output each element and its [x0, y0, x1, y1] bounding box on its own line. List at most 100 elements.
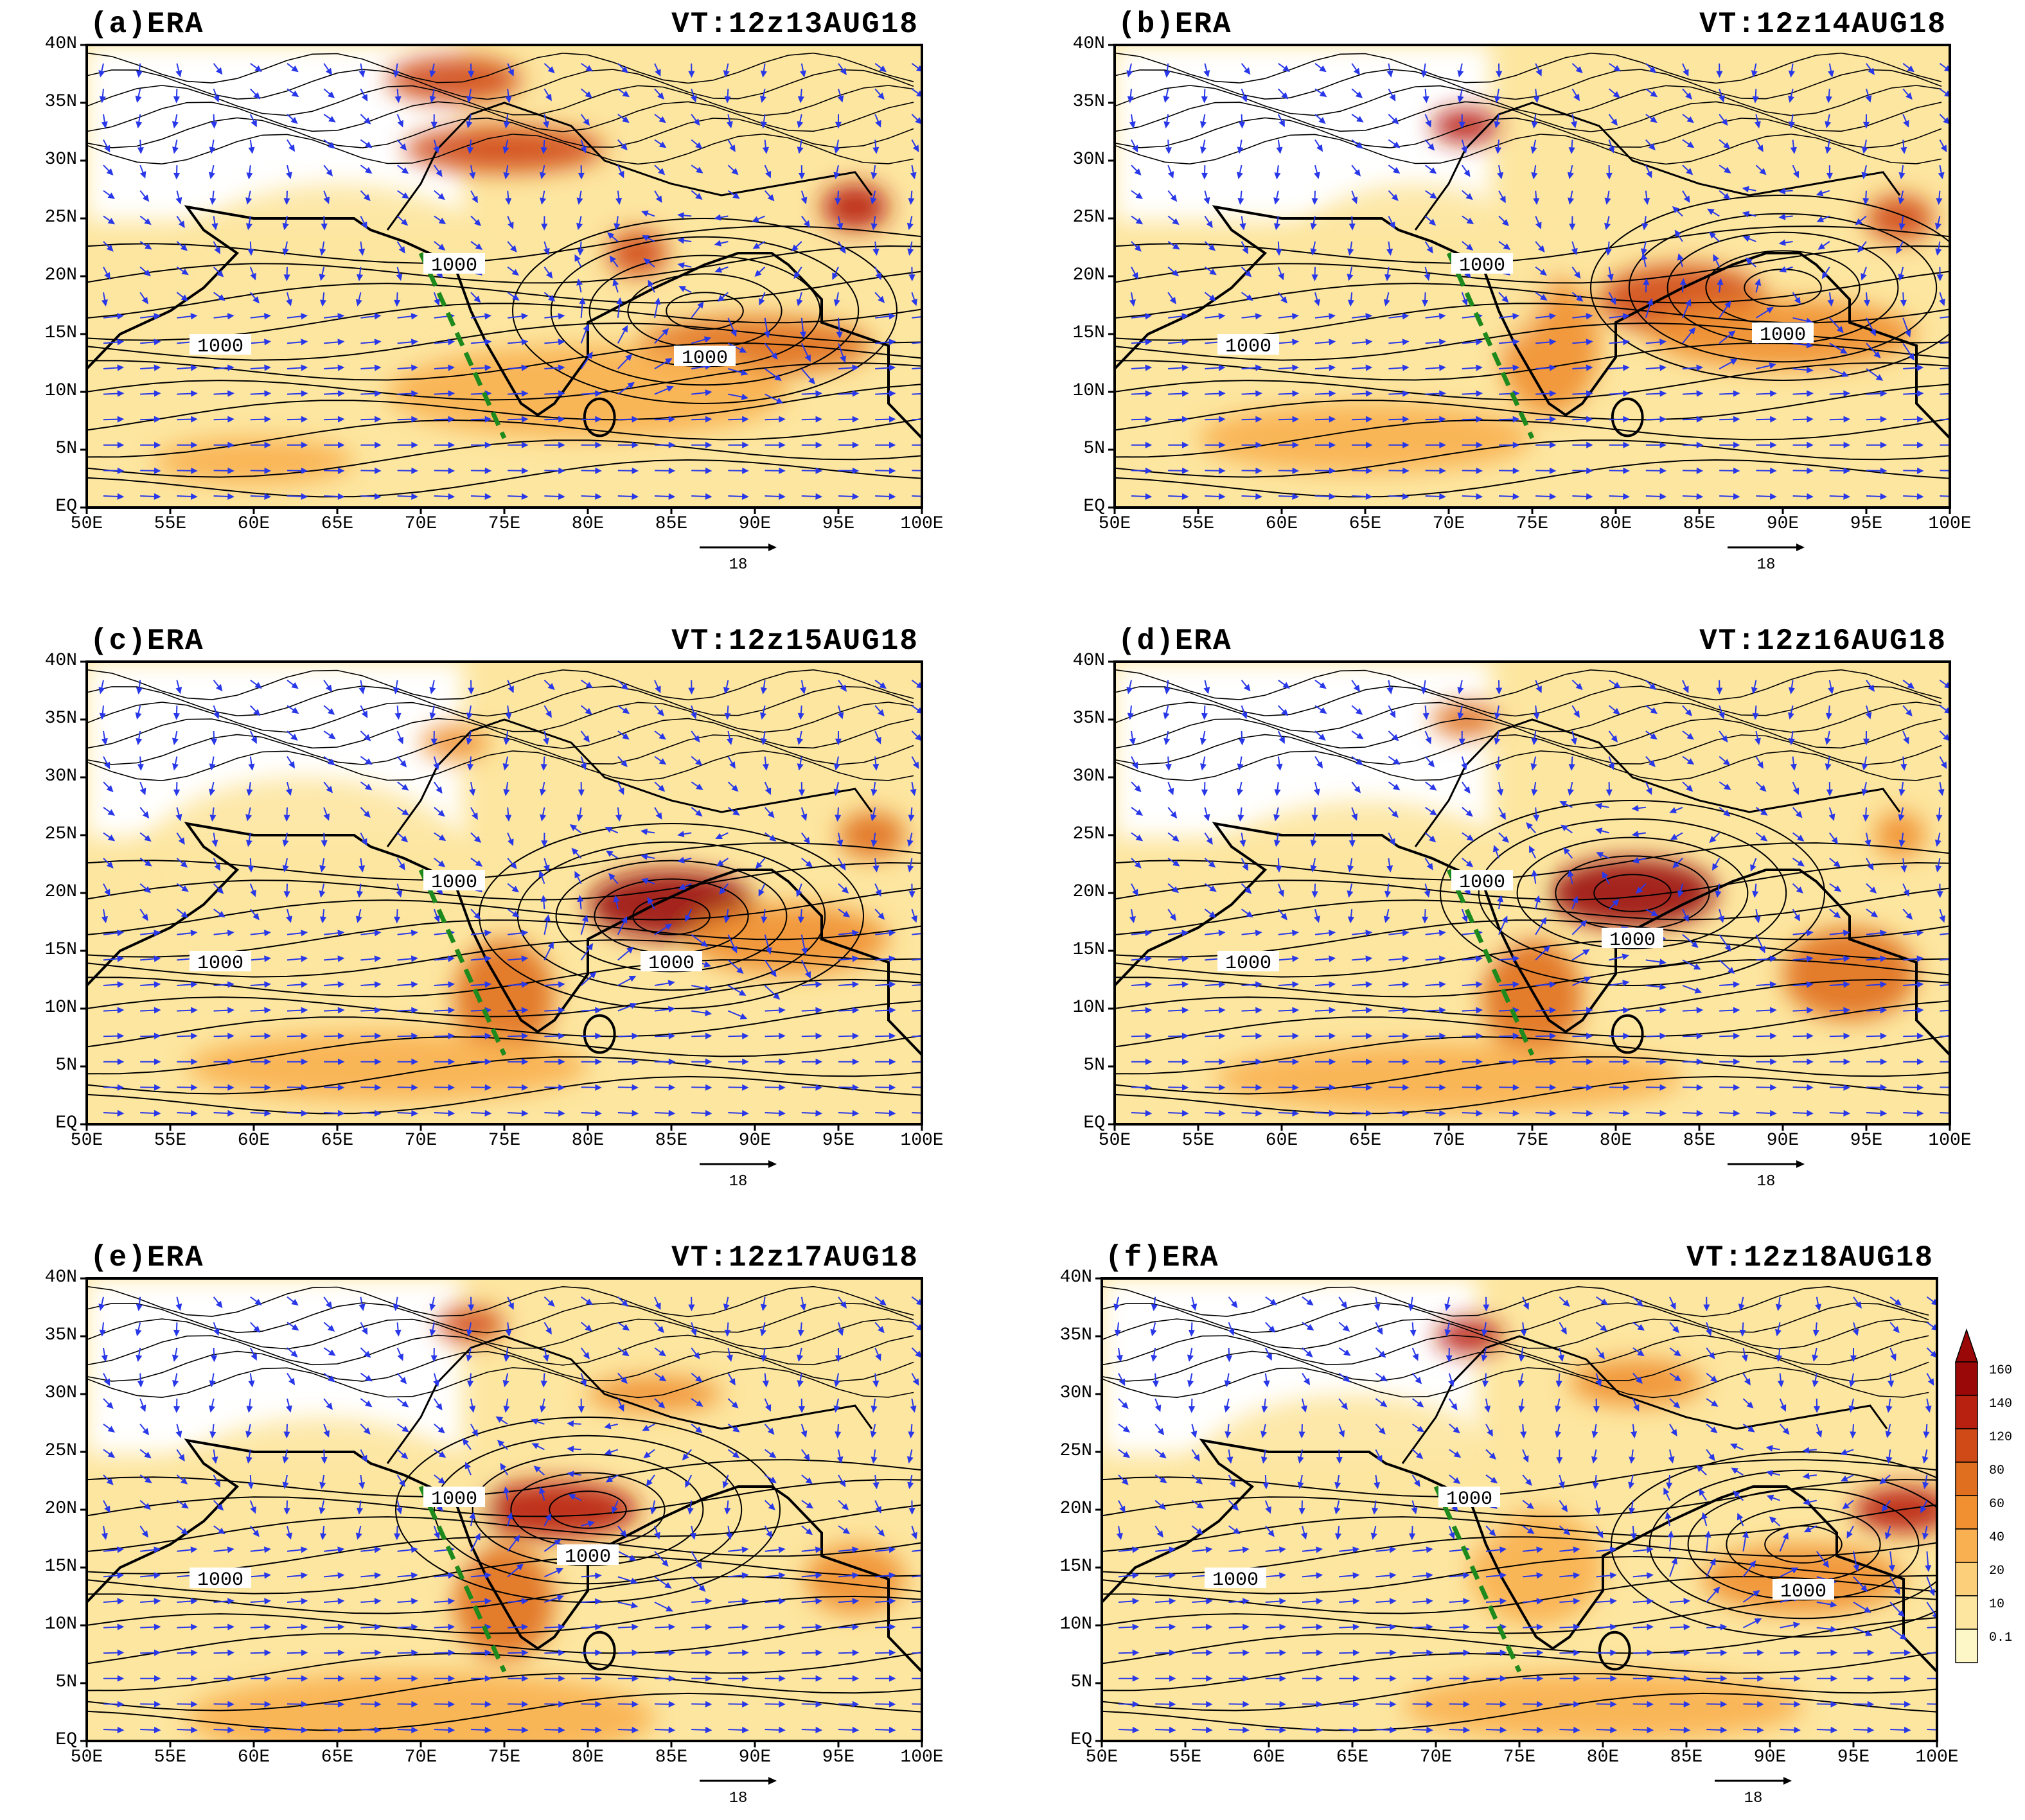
wind-vector-head	[618, 1404, 624, 1412]
wind-vector-head	[668, 467, 676, 474]
wind-vector-head	[779, 1032, 786, 1039]
wind-vector-head	[574, 254, 581, 262]
wind-vector-head	[1181, 1007, 1189, 1014]
wind-vector-head	[658, 1401, 666, 1409]
wind-vector-head	[1463, 1701, 1471, 1708]
wind-vector-head	[1476, 1032, 1483, 1039]
wind-vector-head	[1756, 1726, 1764, 1733]
wind-vector-head	[695, 1426, 703, 1433]
wind-vector-head	[1770, 1032, 1777, 1039]
wind-vector-head	[1880, 1109, 1888, 1117]
lon-tick-label: 65E	[321, 1131, 354, 1151]
wind-vector-head	[1391, 810, 1399, 818]
wind-vector-head	[1365, 339, 1373, 346]
wind-vector-head	[191, 416, 198, 423]
reference-vector: 18	[696, 540, 780, 578]
wind-vector-head	[1760, 835, 1768, 842]
wind-vector-head	[227, 1109, 234, 1117]
wind-vector-head	[695, 809, 703, 817]
wind-vector-head	[1278, 736, 1285, 744]
panel-title: (a)ERA	[90, 8, 204, 41]
wind-vector-head	[252, 1530, 260, 1537]
wind-vector-head	[1512, 1032, 1520, 1039]
lon-tick-label: 50E	[70, 514, 103, 534]
wind-vector-head	[798, 172, 806, 180]
wind-vector-head	[1255, 1007, 1262, 1014]
wind-vector-head	[1402, 467, 1410, 474]
wind-vector-head	[1171, 886, 1180, 894]
wind-vector-head	[1237, 815, 1244, 822]
wind-vector-head	[1916, 1032, 1924, 1039]
wind-vector-head	[1496, 71, 1503, 78]
wind-vector-head	[1316, 1649, 1323, 1656]
wind-vector-head	[715, 833, 723, 840]
wind-vector-head	[658, 784, 666, 792]
wind-vector-head	[180, 1478, 188, 1485]
contour-label-box	[1217, 334, 1279, 355]
wind-vector-head	[769, 835, 777, 842]
wind-vector-head	[521, 1109, 529, 1117]
wind-vector-head	[1720, 1726, 1728, 1733]
wind-vector-head	[754, 270, 762, 278]
wind-vector-head	[1255, 1032, 1262, 1039]
lat-tick-label: 25N	[1072, 208, 1105, 227]
wind-vector-head	[1169, 297, 1176, 305]
wind-vector-head	[1713, 1586, 1720, 1594]
wind-vector-head	[760, 121, 768, 129]
wind-vector-head	[357, 890, 364, 898]
wind-vector-head	[558, 1007, 565, 1014]
panel-valid-time: VT:12z18AUG18	[1686, 1241, 1934, 1275]
wind-vector-head	[361, 94, 368, 102]
wind-vector-head	[1567, 788, 1574, 796]
wind-vector-head	[1169, 914, 1176, 921]
wind-vector-head	[397, 1353, 403, 1361]
low-pressure-isobar	[1649, 1469, 1937, 1620]
wind-vector-head	[1422, 712, 1429, 720]
wind-vector-head	[571, 847, 579, 855]
wind-vector-head	[1182, 1058, 1189, 1065]
wind-vector-head	[1530, 763, 1537, 771]
wind-vector-head	[705, 1675, 712, 1682]
wind-vector-head	[374, 493, 382, 500]
wind-vector-head	[605, 826, 613, 833]
wind-vector-head	[1316, 761, 1323, 769]
wind-vector-head	[104, 1505, 111, 1514]
wind-vector-head	[540, 147, 547, 154]
wind-vector-head	[1170, 811, 1178, 819]
wind-vector-head	[301, 1058, 308, 1065]
wind-vector-head	[752, 216, 759, 222]
wind-vector-head	[375, 1675, 382, 1682]
wind-vector-head	[889, 1084, 896, 1091]
wind-vector-head	[1292, 441, 1300, 448]
wind-vector-head	[595, 1726, 602, 1733]
wind-vector-head	[291, 1298, 299, 1306]
wind-vector-head	[1954, 957, 1959, 961]
wind-vector-head	[1861, 763, 1868, 771]
wind-vector-head	[448, 1109, 455, 1117]
wind-vector-head	[1392, 734, 1399, 741]
wind-vector-head	[1586, 1032, 1593, 1039]
wind-vector-head	[1694, 987, 1702, 994]
wind-vector-head	[1941, 1702, 1946, 1706]
wind-vector-head	[521, 467, 529, 474]
wind-vector-head	[1843, 955, 1850, 962]
wind-vector-head	[448, 364, 455, 371]
wind-vector-head	[558, 416, 565, 423]
wind-vector-head	[290, 1350, 298, 1357]
wind-vector-head	[429, 687, 436, 694]
wind-vector-head	[1499, 1598, 1507, 1605]
wind-vector-head	[117, 1546, 125, 1553]
wind-vector-head	[484, 493, 492, 500]
wind-vector-head	[1631, 805, 1639, 812]
wind-vector-head	[178, 837, 185, 845]
wind-vector-head	[606, 232, 615, 240]
wind-vector-head	[1463, 1623, 1471, 1630]
wind-vector-head	[682, 1453, 689, 1461]
wind-vector-head	[141, 297, 148, 305]
transect-line	[418, 1485, 507, 1673]
wind-vector-head	[1279, 1675, 1287, 1682]
wind-vector-head	[1569, 224, 1576, 231]
wind-vector-head	[688, 71, 695, 78]
wind-vector-head	[337, 339, 345, 346]
